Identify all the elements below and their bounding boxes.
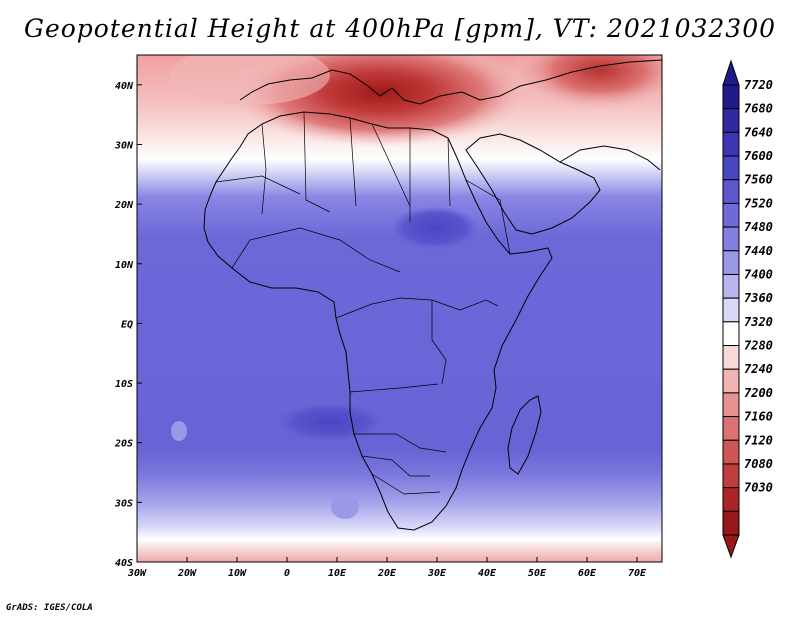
arabia-coastline	[465, 133, 601, 235]
colorbar-swatch	[722, 416, 740, 441]
lat-tick-label: 40S	[115, 558, 133, 569]
lon-tick-label: 20E	[377, 568, 397, 579]
colorbar-label: 7680	[744, 102, 773, 116]
lon-tick-label: 40E	[478, 568, 497, 579]
lat-tick-label: 20N	[114, 200, 134, 211]
lat-tick-label: 10S	[115, 379, 133, 390]
colorbar-swatch	[722, 273, 740, 299]
asia-coastline	[559, 145, 661, 171]
colorbar-swatch	[722, 155, 740, 181]
colorbar-label: 7560	[744, 173, 773, 187]
colorbar-swatch	[722, 131, 740, 157]
colorbar-label: 7030	[744, 481, 773, 495]
colorbar-label: 7720	[744, 78, 773, 92]
latitude-axis: 40N 30N 20N 10N EQ 10S 20S 30S 40S	[114, 81, 142, 569]
colorbar-label: 7360	[744, 291, 773, 305]
colorbar-label: 7640	[744, 125, 773, 139]
footer-credit: GrADS: IGES/COLA	[6, 603, 93, 613]
colorbar-swatch	[722, 179, 740, 204]
colorbar-top-arrow	[722, 59, 740, 86]
colorbar-swatch	[722, 84, 740, 110]
lat-tick-label: 10N	[115, 260, 134, 271]
lat-tick-label: 40N	[115, 81, 134, 92]
colorbar-label: 7440	[744, 244, 773, 258]
lat-tick-label: EQ	[121, 319, 133, 330]
europe-coastline	[239, 59, 662, 105]
colorbar-label: 7120	[744, 433, 773, 447]
light-blue-patch	[171, 421, 187, 441]
lat-tick-label: 30N	[114, 140, 134, 151]
map-frame	[136, 54, 663, 563]
country-borders	[215, 111, 511, 495]
lat-tick-label: 20S	[114, 439, 133, 450]
africa-coastline	[203, 111, 553, 531]
longitude-axis: 30W 20W 10W 0 10E 20E 30E 40E 50E 60E 70E	[127, 557, 647, 579]
lon-tick-label: 70E	[628, 568, 647, 579]
map-title: Geopotential Height at 400hPa [gpm], VT:…	[23, 14, 777, 43]
lon-tick-label: 10W	[228, 568, 247, 579]
sahel-high-height-region	[390, 206, 480, 250]
lon-tick-label: 60E	[578, 568, 597, 579]
lat-tick-label: 30S	[114, 498, 133, 509]
southern-atlantic-high-height-region	[275, 402, 385, 442]
colorbar-label: 7280	[744, 339, 773, 353]
madagascar-coastline	[507, 395, 542, 475]
northwest-pink-region	[170, 55, 330, 105]
colorbar-label: 7200	[744, 386, 773, 400]
colorbar: 7720 7680 7640 7600 7560 7520 7480 7440 7400 7360…	[722, 59, 773, 559]
colorbar-label: 7160	[744, 410, 773, 424]
colorbar-swatch	[722, 368, 740, 394]
colorbar-swatch	[722, 463, 740, 489]
lon-tick-label: 30E	[427, 568, 447, 579]
colorbar-swatch	[722, 321, 740, 347]
colorbar-label: 7600	[744, 149, 773, 163]
colorbar-swatch	[722, 250, 740, 275]
lon-tick-label: 20W	[177, 568, 197, 579]
colorbar-swatch	[722, 439, 740, 465]
colorbar-swatch	[722, 297, 740, 323]
colorbar-label: 7240	[744, 362, 773, 376]
colorbar-swatch	[722, 226, 740, 252]
colorbar-swatch	[722, 202, 740, 228]
northeast-low-height-region	[510, 55, 662, 112]
lon-tick-label: 50E	[528, 568, 547, 579]
colorbar-swatch	[722, 345, 740, 370]
colorbar-label: 7080	[744, 457, 773, 471]
colorbar-bottom-arrow	[722, 534, 740, 559]
colorbar-swatch	[722, 392, 740, 418]
colorbar-label: 7480	[744, 220, 773, 234]
colorbar-swatch	[722, 487, 740, 512]
lon-tick-label: 10E	[328, 568, 347, 579]
colorbar-swatch	[722, 510, 740, 536]
colorbar-swatch	[722, 108, 740, 133]
lon-tick-label: 30W	[127, 568, 147, 579]
map-plot-area	[137, 55, 662, 562]
colorbar-label: 7400	[744, 267, 773, 281]
light-blue-patch	[331, 495, 359, 519]
colorbar-label: 7520	[744, 196, 773, 210]
lon-tick-label: 0	[284, 568, 290, 579]
colorbar-label: 7320	[744, 315, 773, 329]
